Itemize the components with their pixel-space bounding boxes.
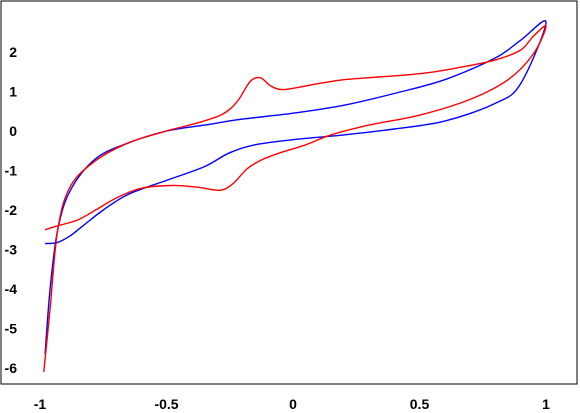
y-tick-labels: 2 1 0 -1 -2 -3 -4 -5 -6 bbox=[5, 44, 18, 376]
series-layer bbox=[43, 20, 547, 372]
x-tick-label: 0.5 bbox=[410, 396, 430, 412]
y-tick-label: -5 bbox=[5, 321, 18, 337]
y-tick-label: -4 bbox=[5, 281, 18, 297]
x-tick-label: 1 bbox=[542, 396, 550, 412]
y-tick-label: -2 bbox=[5, 202, 18, 218]
y-tick-label: 0 bbox=[9, 123, 17, 139]
x-tick-label: -0.5 bbox=[154, 396, 178, 412]
plot-frame bbox=[0, 0, 578, 385]
y-tick-label: -3 bbox=[5, 242, 18, 258]
y-tick-label: -1 bbox=[5, 163, 18, 179]
y-tick-label: -6 bbox=[5, 360, 18, 376]
x-tick-label: -1 bbox=[34, 396, 47, 412]
series-line-1 bbox=[44, 20, 547, 355]
x-tick-label: 0 bbox=[289, 396, 297, 412]
y-tick-label: 1 bbox=[9, 84, 17, 100]
y-tick-label: 2 bbox=[9, 44, 17, 60]
x-tick-labels: -1 -0.5 0 0.5 1 bbox=[34, 396, 550, 412]
series-line-2 bbox=[43, 25, 547, 372]
